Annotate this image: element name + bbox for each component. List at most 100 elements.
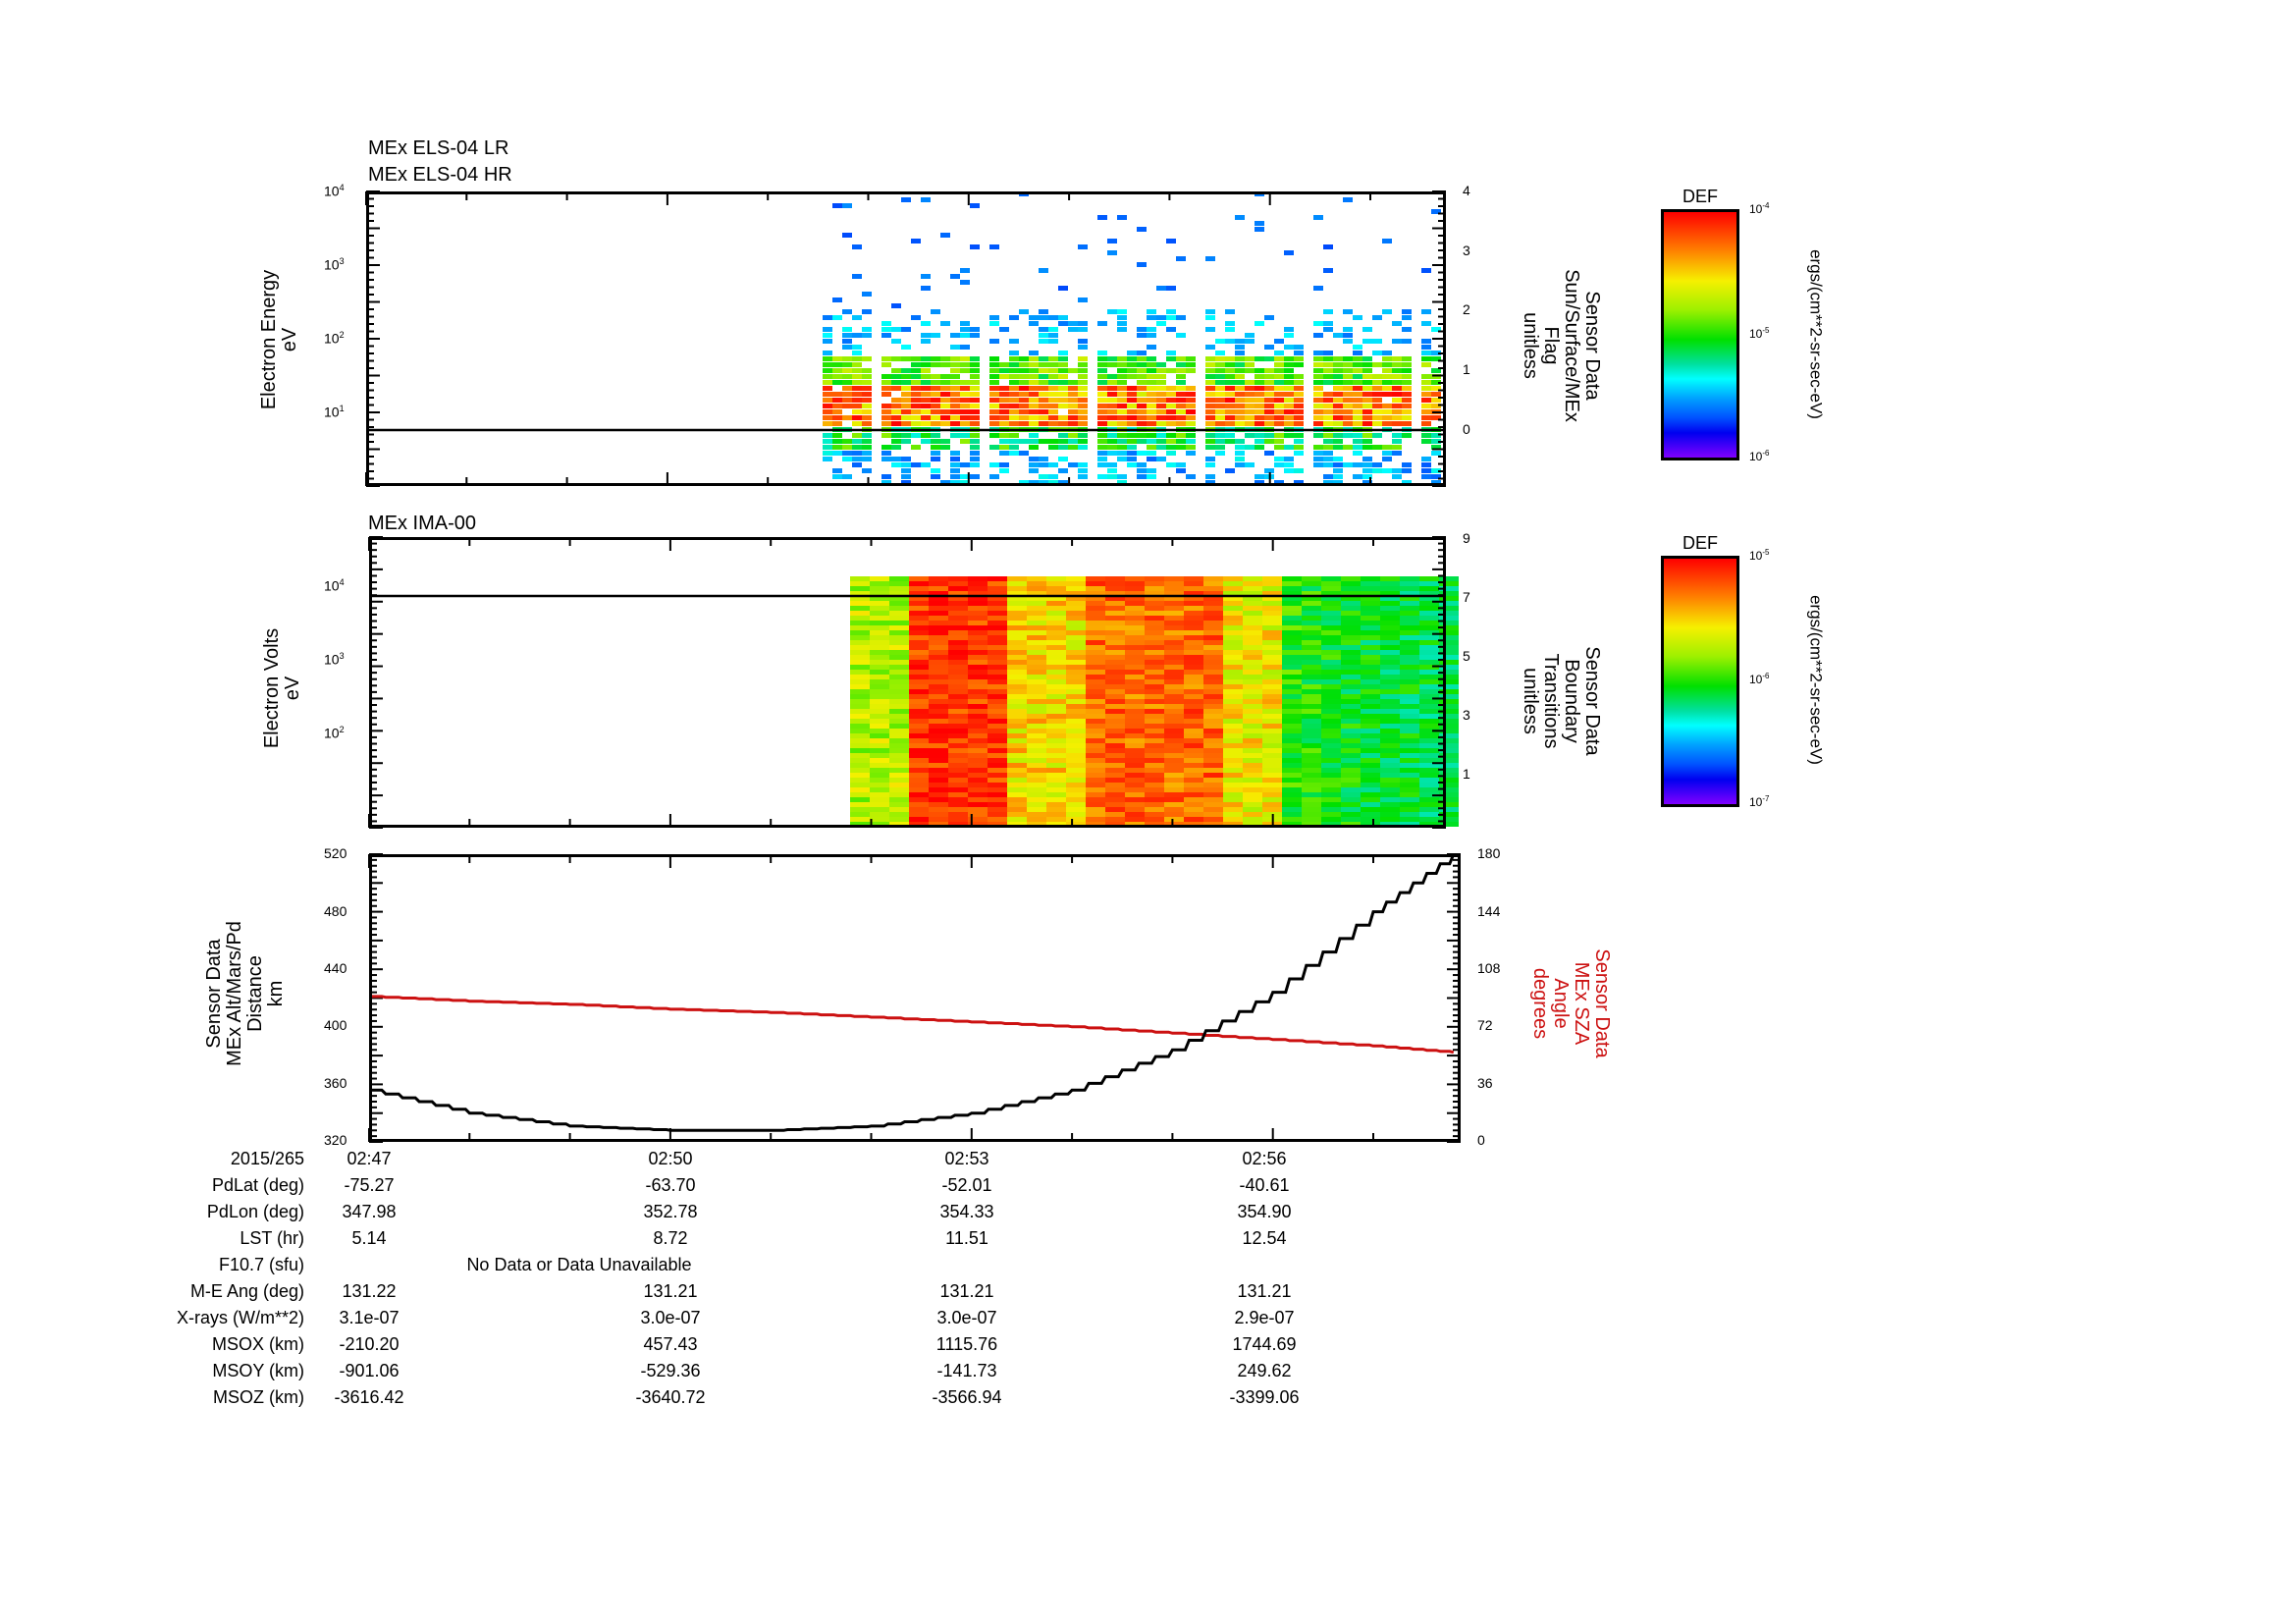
els-right-tick: 3 — [1463, 243, 1470, 258]
els-colorbar — [1661, 209, 1739, 460]
eph-value: 5.14 — [351, 1228, 387, 1248]
alt-plot-frame — [369, 854, 1461, 1142]
eph-value: 8.72 — [653, 1228, 688, 1248]
x-tick-time: 02:50 — [648, 1149, 693, 1168]
eph-value: -3616.42 — [334, 1387, 404, 1407]
eph-label-me-ang: M-E Ang (deg) — [189, 1281, 304, 1301]
els-right-tick: 2 — [1463, 301, 1470, 317]
els-colorbar-tick: 10-4 — [1749, 201, 1770, 216]
eph-value: -3640.72 — [635, 1387, 706, 1407]
eph-value: 131.21 — [939, 1281, 994, 1301]
alt-ytick: 360 — [324, 1075, 347, 1091]
sza-right-tick: 180 — [1477, 845, 1501, 861]
sza-right-tick: 72 — [1477, 1017, 1493, 1033]
eph-label-lst: LST (hr) — [240, 1228, 304, 1248]
ima-colorbar-tick: 10-7 — [1749, 794, 1770, 809]
ima-plot-frame — [369, 537, 1446, 828]
eph-label-pdlon: PdLon (deg) — [206, 1202, 304, 1221]
eph-label-msoz: MSOZ (km) — [213, 1387, 304, 1407]
alt-ytick: 480 — [324, 903, 347, 919]
eph-value: 2.9e-07 — [1234, 1308, 1295, 1327]
ima-colorbar — [1661, 556, 1739, 807]
eph-value: -75.27 — [344, 1175, 395, 1195]
eph-value: -3399.06 — [1229, 1387, 1300, 1407]
eph-value: 131.22 — [342, 1281, 397, 1301]
els-ytick: 103 — [324, 256, 345, 273]
eph-value: 3.1e-07 — [339, 1308, 400, 1327]
els-colorbar-tick: 10-5 — [1749, 326, 1770, 341]
eph-label-msox: MSOX (km) — [212, 1334, 304, 1354]
ima-right-tick: 9 — [1463, 530, 1470, 546]
els-title-lr: MEx ELS-04 LR — [368, 137, 509, 159]
eph-value: 12.54 — [1242, 1228, 1287, 1248]
f107-no-data: No Data or Data Unavailable — [466, 1255, 692, 1274]
els-colorbar-tick: 10-6 — [1749, 449, 1770, 463]
eph-value: -901.06 — [339, 1361, 400, 1380]
eph-value: 131.21 — [1237, 1281, 1292, 1301]
eph-value: 354.90 — [1237, 1202, 1292, 1221]
els-ylabel: Electron Energy eV — [258, 269, 300, 410]
ima-colorbar-units: ergs/(cm**2-sr-sec-eV) — [1806, 595, 1826, 765]
eph-value: 131.21 — [643, 1281, 698, 1301]
eph-value: 3.0e-07 — [640, 1308, 701, 1327]
els-right-tick: 1 — [1463, 361, 1470, 377]
eph-value: -3566.94 — [932, 1387, 1002, 1407]
ima-right-tick: 5 — [1463, 648, 1470, 664]
ima-ytick: 104 — [324, 577, 345, 594]
alt-ylabel: Sensor Data MEx Alt/Mars/Pd Distance km — [203, 921, 287, 1066]
els-title-hr: MEx ELS-04 HR — [368, 164, 512, 186]
ima-right-label: Sensor Data Boundary Transitions unitles… — [1520, 646, 1603, 756]
els-right-tick: 0 — [1463, 421, 1470, 437]
ima-right-tick: 7 — [1463, 589, 1470, 605]
els-spectrogram — [365, 190, 1446, 487]
eph-value: 1744.69 — [1232, 1334, 1297, 1354]
eph-value: 11.51 — [945, 1228, 988, 1248]
els-ytick: 104 — [324, 183, 345, 199]
eph-value: -529.36 — [640, 1361, 701, 1380]
eph-value: 457.43 — [643, 1334, 698, 1354]
eph-label-f107: F10.7 (sfu) — [218, 1255, 304, 1274]
eph-value: -63.70 — [645, 1175, 696, 1195]
eph-value: 249.62 — [1237, 1361, 1292, 1380]
eph-value: 347.98 — [342, 1202, 397, 1221]
eph-value: 1115.76 — [935, 1334, 998, 1354]
alt-ytick: 320 — [324, 1132, 347, 1148]
x-tick-time: 02:53 — [944, 1149, 989, 1168]
sza-right-tick: 144 — [1477, 903, 1501, 919]
eph-label-msoy: MSOY (km) — [212, 1361, 304, 1380]
eph-value: -52.01 — [941, 1175, 992, 1195]
eph-label-xrays: X-rays (W/m**2) — [177, 1308, 304, 1327]
sza-right-tick: 108 — [1477, 960, 1501, 976]
ima-spectrogram — [368, 536, 1459, 829]
els-right-label: Sensor Data Sun/Surface/MEx Flag unitles… — [1520, 269, 1603, 422]
eph-value: 354.33 — [939, 1202, 994, 1221]
ima-ylabel: Electron Volts eV — [261, 627, 303, 749]
ima-title: MEx IMA-00 — [368, 513, 477, 534]
els-right-tick: 4 — [1463, 183, 1470, 198]
ima-ytick: 103 — [324, 651, 345, 668]
els-plot-frame — [366, 191, 1446, 486]
eph-value: -141.73 — [936, 1361, 997, 1380]
eph-value: -40.61 — [1239, 1175, 1290, 1195]
eph-label-pdlat: PdLat (deg) — [211, 1175, 304, 1195]
alt-ytick: 400 — [324, 1017, 347, 1033]
x-tick-time: 02:56 — [1242, 1149, 1287, 1168]
eph-value: 3.0e-07 — [936, 1308, 997, 1327]
eph-value: -210.20 — [339, 1334, 400, 1354]
els-colorbar-units: ergs/(cm**2-sr-sec-eV) — [1806, 249, 1826, 419]
sza-right-tick: 36 — [1477, 1075, 1493, 1091]
sza-right-label: Sensor Data MEx SZA Angle degrees — [1529, 948, 1613, 1058]
ima-right-tick: 3 — [1463, 707, 1470, 723]
sza-right-tick: 0 — [1477, 1132, 1485, 1148]
ima-colorbar-tick: 10-6 — [1749, 672, 1770, 686]
els-ytick: 102 — [324, 330, 345, 347]
ima-right-tick: 1 — [1463, 766, 1470, 782]
els-colorbar-title: DEF — [1682, 187, 1718, 206]
ima-ytick: 102 — [324, 725, 345, 741]
ima-colorbar-title: DEF — [1682, 533, 1718, 553]
ima-colorbar-tick: 10-5 — [1749, 548, 1770, 563]
x-tick-time: 02:47 — [347, 1149, 392, 1168]
eph-value: 352.78 — [643, 1202, 698, 1221]
alt-ytick: 520 — [324, 845, 347, 861]
eph-label-date: 2015/265 — [230, 1149, 304, 1168]
